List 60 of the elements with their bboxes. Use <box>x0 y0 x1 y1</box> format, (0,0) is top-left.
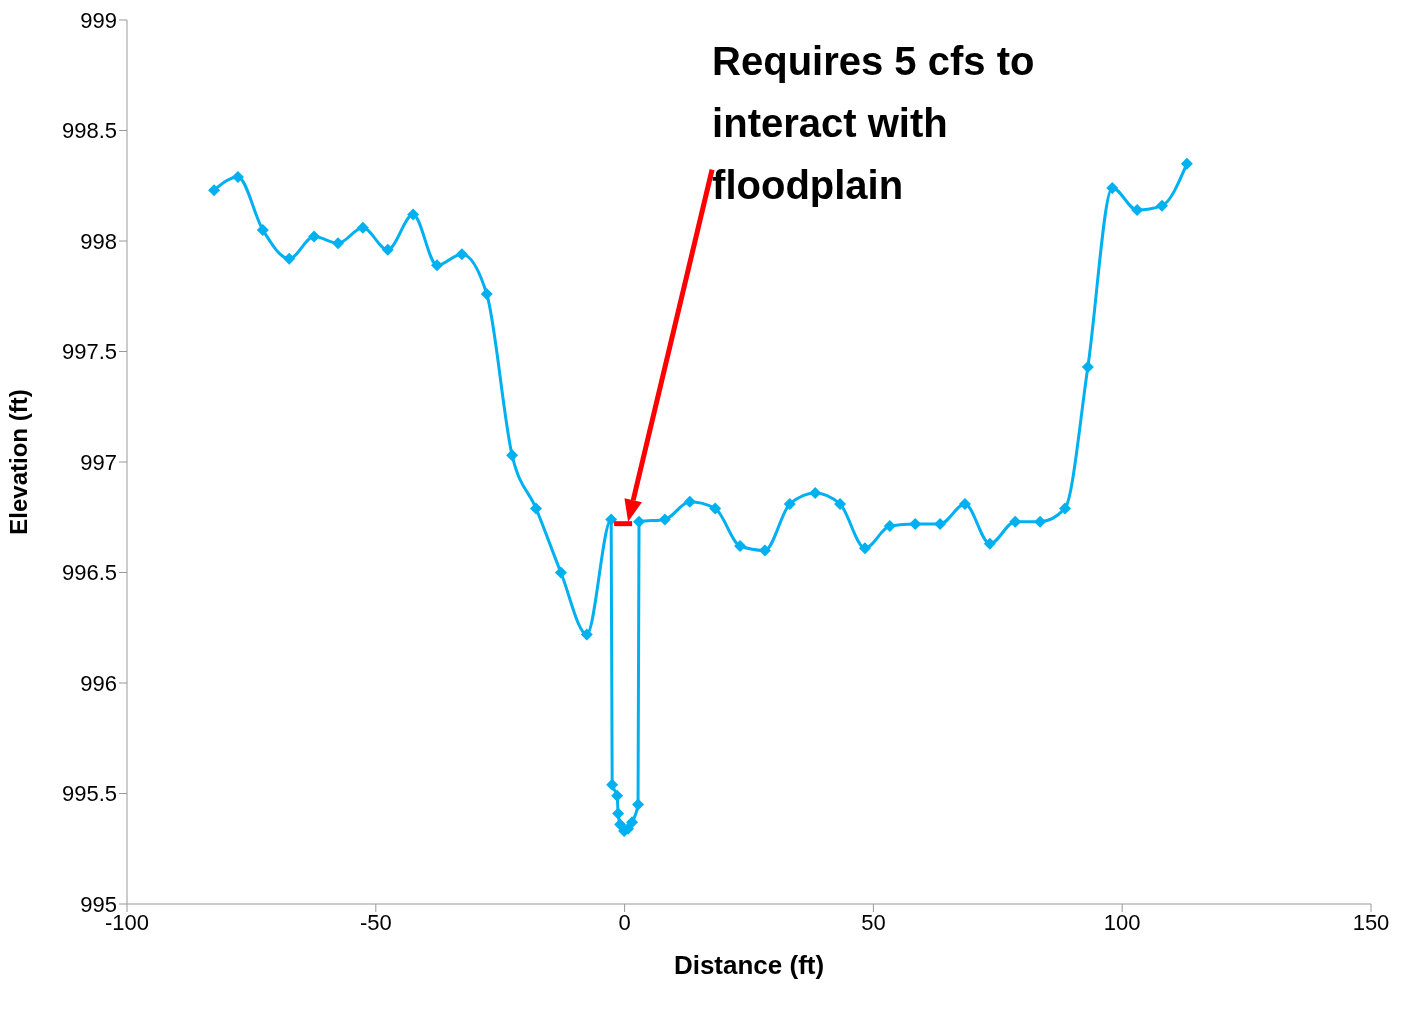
point <box>612 807 625 820</box>
point <box>283 252 296 265</box>
point <box>231 170 244 183</box>
point <box>611 789 624 802</box>
point <box>431 259 443 272</box>
point <box>331 237 344 250</box>
annotation: Requires 5 cfs to interact with floodplain <box>712 37 1036 209</box>
x-tick-label: -50 <box>359 909 392 935</box>
point <box>407 208 420 221</box>
point <box>934 517 947 530</box>
x-tick-label: 150 <box>1352 909 1390 935</box>
point <box>734 539 747 552</box>
point <box>632 798 645 811</box>
y-tick-label: 999 <box>80 7 117 33</box>
point <box>783 497 796 510</box>
y-tick-label: 998.5 <box>61 118 117 144</box>
y-tick-label: 997 <box>80 449 117 475</box>
point <box>834 497 847 510</box>
y-tick-label: 996.5 <box>61 560 117 586</box>
y-tick-label: 995.5 <box>61 781 117 807</box>
point <box>1034 515 1047 528</box>
point <box>554 566 567 579</box>
point <box>1081 360 1094 373</box>
point <box>580 628 593 641</box>
point <box>381 243 394 256</box>
point <box>356 221 369 234</box>
point <box>709 502 722 515</box>
point <box>606 778 619 791</box>
point <box>530 502 543 515</box>
point <box>958 497 971 510</box>
point <box>758 544 771 557</box>
point <box>683 495 696 508</box>
point <box>1009 515 1022 528</box>
point <box>614 818 627 831</box>
point <box>1156 199 1169 212</box>
point <box>480 288 493 301</box>
point <box>605 513 618 526</box>
point <box>858 542 871 555</box>
x-tick-label: 100 <box>1103 909 1141 935</box>
point <box>208 184 221 197</box>
point <box>1180 157 1193 170</box>
point <box>883 520 896 533</box>
y-tick-label: 996 <box>80 670 117 696</box>
point <box>308 230 321 243</box>
x-axis-title: Distance (ft) <box>673 950 825 980</box>
y-tick-label: 998 <box>80 228 117 254</box>
point <box>256 223 269 236</box>
x-tick-label: 0 <box>618 909 631 935</box>
y-axis-title: Elevation (ft) <box>4 389 32 535</box>
point <box>1058 502 1071 515</box>
point <box>809 486 822 499</box>
point <box>983 537 996 550</box>
x-tick-label: 50 <box>861 909 886 935</box>
point <box>1106 181 1119 194</box>
point <box>658 513 671 526</box>
point <box>506 449 519 462</box>
point <box>626 816 639 829</box>
y-tick-label: 997.5 <box>61 339 117 365</box>
point <box>455 248 468 261</box>
point <box>633 515 646 528</box>
